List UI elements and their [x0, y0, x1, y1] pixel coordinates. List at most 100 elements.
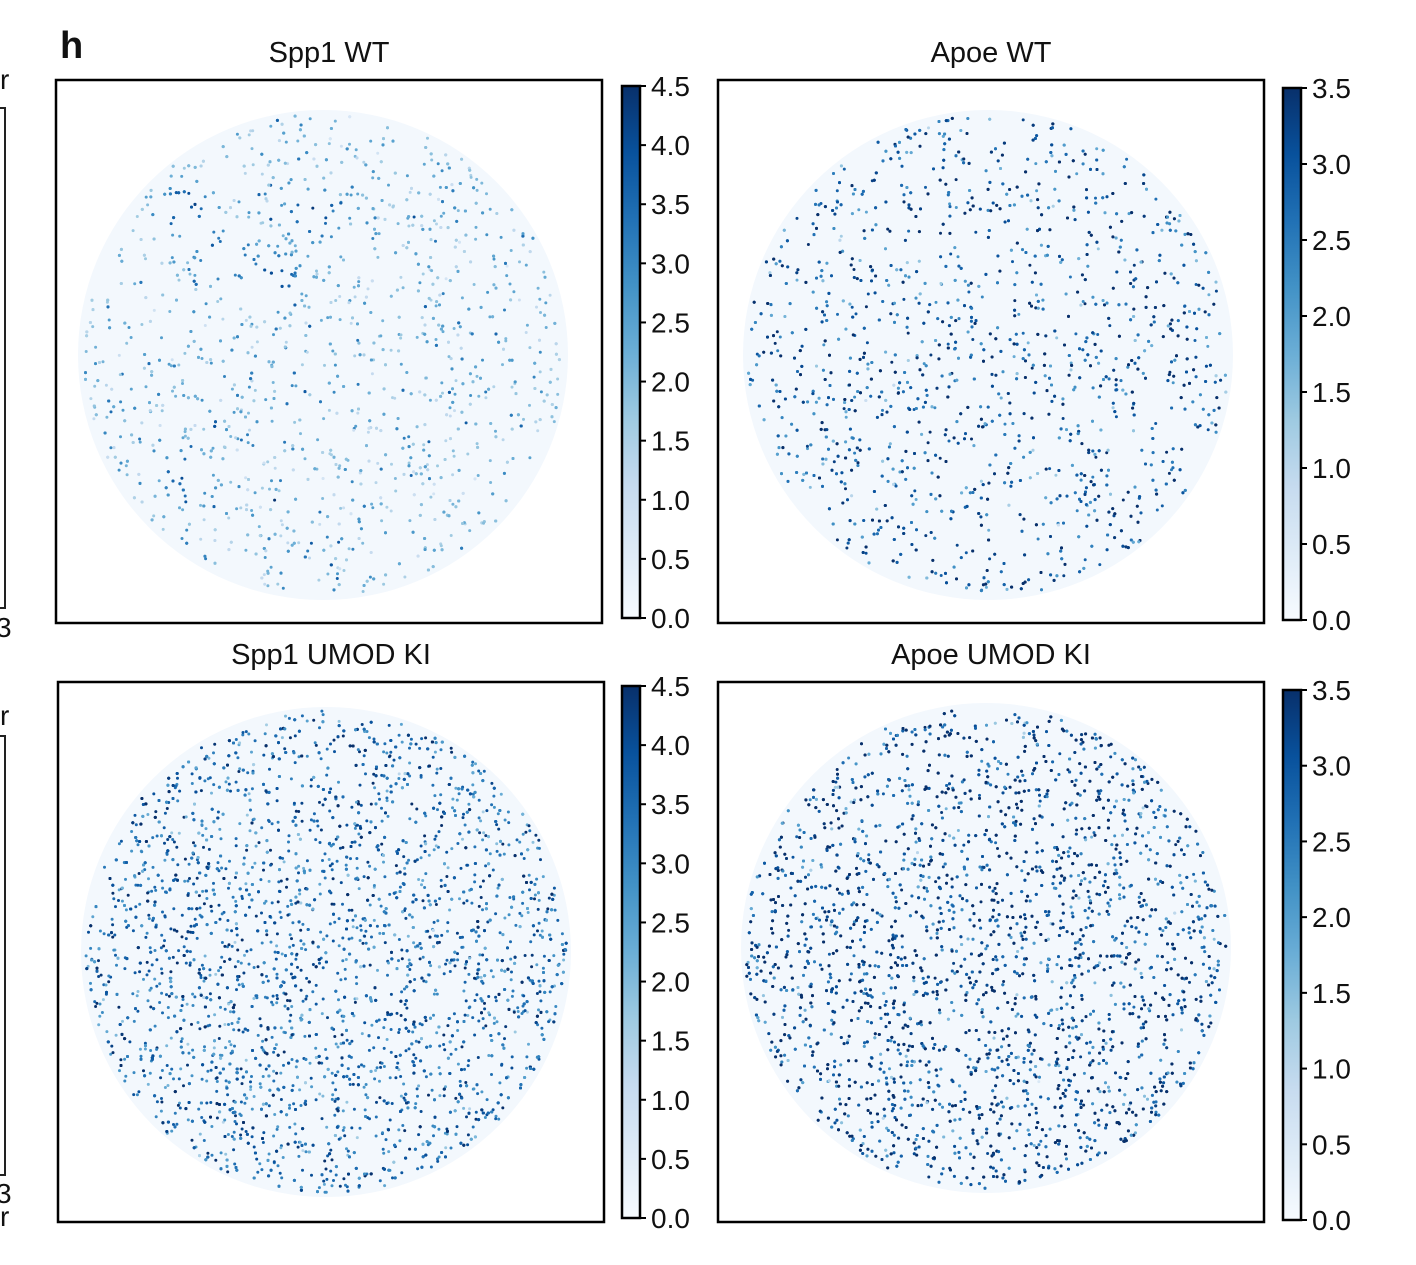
scatter-point — [349, 222, 353, 226]
scatter-point — [125, 473, 129, 477]
scatter-point — [286, 162, 290, 166]
scatter-point — [492, 254, 496, 258]
scatter-point — [280, 203, 284, 207]
scatter-point — [431, 316, 435, 320]
scatter-point — [317, 578, 321, 582]
scatter-point — [1152, 320, 1156, 324]
scatter-point — [814, 188, 818, 192]
scatter-point — [1113, 512, 1117, 516]
scatter-point — [887, 445, 891, 449]
scatter-point — [924, 388, 928, 392]
scatter-point — [246, 243, 250, 247]
scatter-point — [389, 348, 393, 352]
scatter-point — [800, 344, 804, 348]
scatter-point — [1201, 407, 1205, 411]
scatter-point — [1046, 552, 1050, 556]
scatter-point — [351, 316, 354, 320]
scatter-point — [1172, 217, 1176, 221]
scatter-point — [313, 467, 317, 471]
scatter-point — [509, 298, 513, 302]
scatter-point — [1099, 349, 1103, 353]
scatter-point — [542, 270, 546, 274]
scatter-point — [169, 174, 173, 178]
scatter-point — [399, 362, 403, 366]
scatter-point — [1099, 428, 1103, 432]
scatter-point — [455, 219, 459, 223]
scatter-point — [339, 144, 343, 148]
scatter-point — [353, 295, 357, 299]
scatter-point — [1003, 481, 1007, 485]
scatter-point — [1011, 260, 1014, 264]
scatter-point — [1017, 312, 1021, 316]
scatter-point — [1034, 306, 1038, 310]
scatter-point — [862, 351, 866, 355]
scatter-point — [847, 538, 851, 542]
scatter-point — [350, 480, 354, 484]
scatter-point — [1195, 327, 1199, 331]
scatter-point — [1162, 304, 1166, 308]
scatter-point — [382, 412, 386, 416]
scatter-point — [306, 254, 310, 258]
scatter-point — [806, 243, 810, 246]
scatter-point — [345, 192, 349, 196]
scatter-point — [319, 318, 323, 322]
scatter-point — [1135, 504, 1139, 508]
scatter-point — [280, 122, 284, 126]
scatter-point — [999, 396, 1003, 400]
scatter-point — [246, 533, 250, 537]
scatter-point — [1070, 363, 1074, 367]
scatter-point — [391, 205, 395, 209]
scatter-point — [853, 395, 857, 399]
scatter-point — [332, 493, 336, 497]
scatter-point — [182, 268, 186, 272]
scatter-point — [414, 472, 418, 476]
scatter-point — [1205, 336, 1208, 339]
scatter-point — [1028, 476, 1032, 480]
scatter-point — [914, 498, 918, 501]
scatter-point — [1033, 271, 1037, 275]
scatter-point — [1149, 323, 1153, 327]
scatter-point — [329, 315, 332, 319]
scatter-point — [421, 227, 425, 231]
scatter-point — [1150, 344, 1154, 348]
scatter-point — [825, 428, 829, 432]
scatter-point — [1169, 272, 1173, 276]
scatter-point — [1064, 152, 1068, 156]
scatter-point — [293, 244, 297, 248]
scatter-point — [1114, 357, 1118, 361]
scatter-point — [407, 224, 411, 228]
scatter-point — [270, 365, 274, 369]
scatter-point — [1136, 367, 1140, 371]
scatter-point — [382, 387, 386, 391]
scatter-point — [1185, 337, 1189, 341]
scatter-point — [435, 300, 439, 304]
scatter-point — [1013, 446, 1017, 450]
scatter-point — [460, 157, 464, 161]
scatter-point — [372, 577, 376, 581]
scatter-point — [1021, 248, 1024, 252]
scatter-point — [949, 332, 953, 336]
scatter-point — [1091, 386, 1095, 390]
scatter-point — [504, 339, 508, 343]
scatter-point — [439, 394, 443, 398]
scatter-point — [1091, 449, 1095, 453]
scatter-point — [1072, 388, 1076, 392]
colorbar-tick-label: 1.5 — [651, 426, 690, 457]
scatter-point — [1094, 455, 1098, 459]
scatter-point — [528, 250, 532, 254]
scatter-point — [1010, 480, 1014, 484]
scatter-point — [463, 209, 467, 213]
scatter-point — [251, 163, 255, 167]
scatter-point — [984, 585, 988, 589]
scatter-point — [283, 449, 287, 453]
scatter-point — [963, 211, 967, 215]
scatter-point — [1021, 357, 1025, 361]
scatter-point — [830, 274, 833, 278]
scatter-point — [339, 201, 343, 205]
scatter-point — [973, 487, 977, 491]
scatter-point — [548, 293, 552, 297]
scatter-point — [948, 231, 952, 235]
scatter-point — [336, 572, 339, 576]
scatter-point — [1079, 303, 1083, 307]
scatter-point — [252, 399, 256, 403]
